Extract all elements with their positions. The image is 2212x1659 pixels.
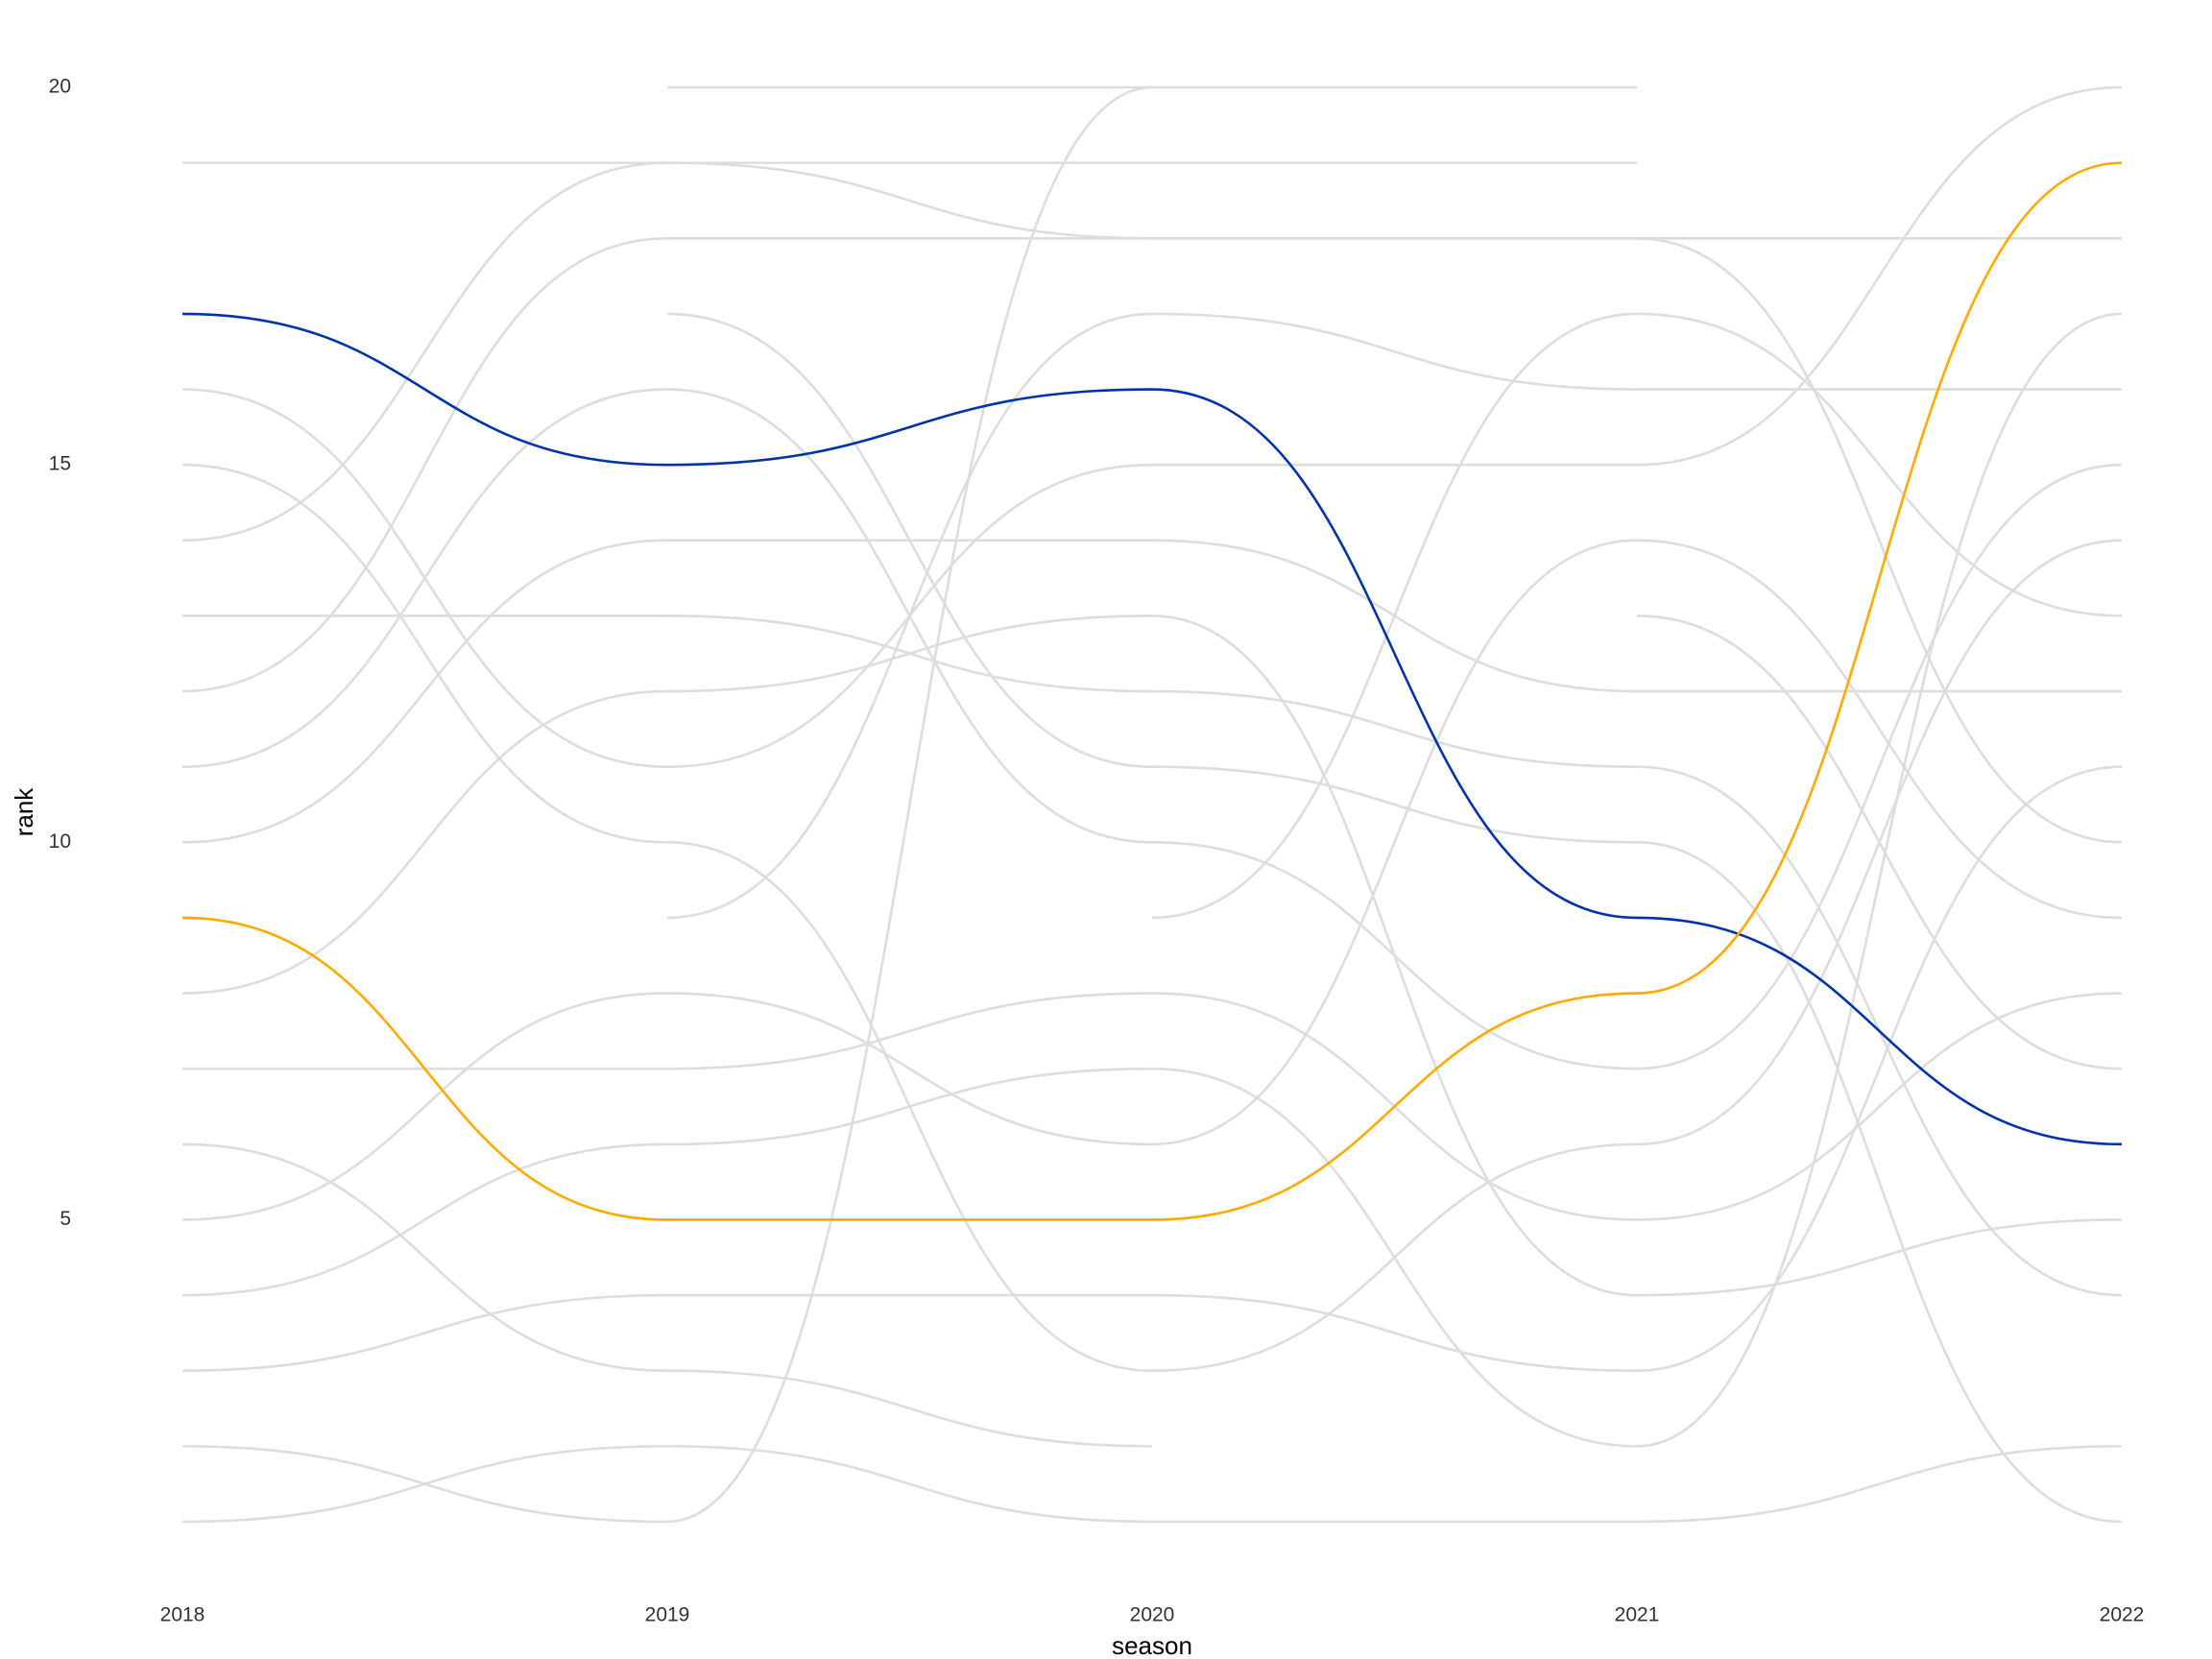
series-line [181, 161, 2123, 1221]
series-line [181, 161, 1637, 542]
x-tick-label: 2019 [645, 1604, 690, 1626]
series-line [181, 614, 2123, 1297]
y-tick-label: 5 [60, 1208, 71, 1230]
series-line [666, 312, 2122, 920]
series-line [181, 312, 2123, 1448]
series-line [181, 85, 2123, 768]
x-tick-label: 2021 [1615, 1604, 1660, 1626]
y-tick-label: 15 [49, 453, 71, 475]
y-axis-title: rank [10, 787, 38, 837]
y-tick-label: 20 [49, 76, 71, 98]
x-tick-label: 2020 [1130, 1604, 1175, 1626]
x-tick-label: 2018 [160, 1604, 205, 1626]
series-line [181, 388, 2123, 1070]
series-line [181, 539, 2122, 844]
series-line [181, 312, 2123, 1146]
series-line [666, 312, 2123, 1524]
series-line [181, 236, 2122, 693]
series-line [181, 539, 2123, 1221]
series-line [1636, 614, 2123, 1070]
x-axis-title: season [1112, 1631, 1192, 1659]
x-tick-label: 2022 [2100, 1604, 2145, 1626]
y-tick-label: 10 [49, 830, 71, 853]
series-line [182, 614, 2123, 1297]
series-line [182, 992, 2123, 1221]
series-line [181, 1142, 1153, 1448]
series-line [181, 85, 1153, 1524]
series-line [181, 765, 2123, 1373]
series-line [181, 463, 2123, 1373]
series-line [1151, 312, 2123, 920]
series-line [181, 1445, 2123, 1524]
